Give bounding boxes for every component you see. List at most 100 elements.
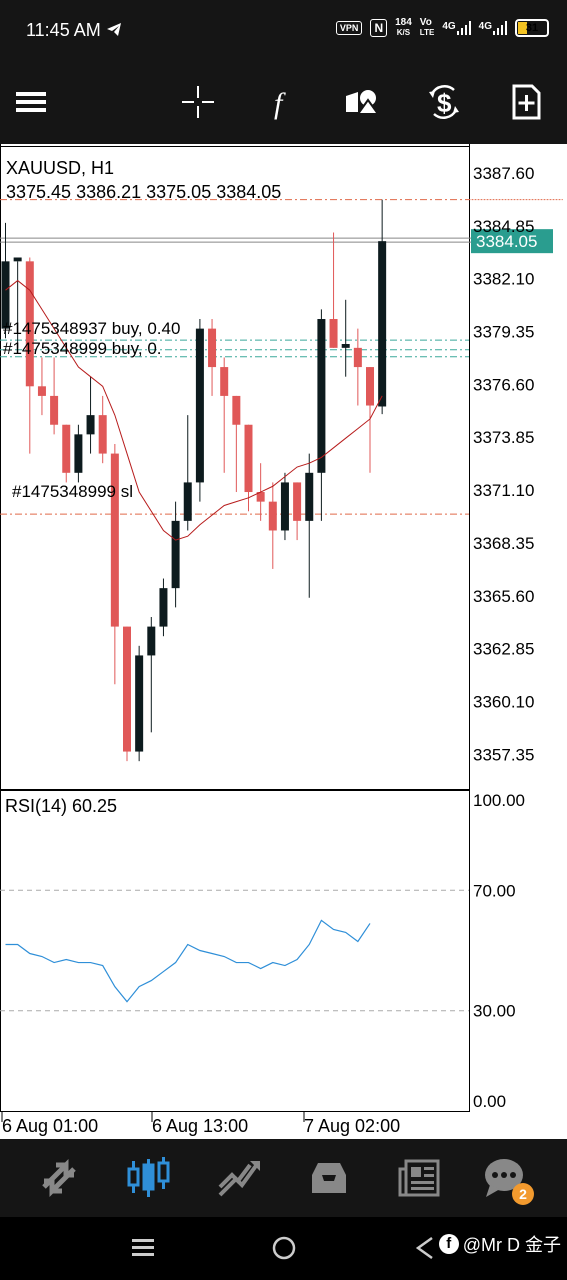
candle-bear xyxy=(37,386,46,396)
time-label: 6 Aug 13:00 xyxy=(152,1116,248,1136)
net-speed-unit: K/S xyxy=(396,28,411,37)
chart-canvas[interactable]: 3384.05 3387.60 3384.85 3382.10 3379.35 3376… xyxy=(0,144,567,1139)
candle-bear xyxy=(366,367,374,406)
chat-icon[interactable]: 2 xyxy=(482,1155,534,1205)
time-label: 6 Aug 01:00 xyxy=(2,1116,98,1136)
chart-area[interactable]: 3384.05 3387.60 3384.85 3382.10 3379.35 3376… xyxy=(0,144,567,1139)
candle-bear xyxy=(256,492,265,502)
price-tick-label: 3384.85 xyxy=(473,217,534,236)
battery-icon: 31 xyxy=(515,19,549,37)
candle-bull xyxy=(86,415,95,435)
net-speed-value: 184 xyxy=(395,17,412,28)
chart-toolbar: f $ xyxy=(0,62,567,144)
time-axis: 6 Aug 01:00 6 Aug 13:00 7 Aug 02:00 xyxy=(1,1112,400,1136)
current-price-label: 3384.05 xyxy=(476,232,537,251)
battery-fill xyxy=(518,22,527,34)
candle-bear xyxy=(25,261,34,387)
price-ticks: 3387.60 3384.85 3382.10 3379.35 3376.60 3373.… xyxy=(473,164,534,765)
price-tick-label: 3368.35 xyxy=(473,534,534,553)
candle-bear xyxy=(98,415,107,454)
current-price-box xyxy=(471,229,553,254)
home-icon[interactable] xyxy=(269,1233,299,1263)
facebook-icon: f xyxy=(438,1234,459,1254)
time-label: 7 Aug 02:00 xyxy=(304,1116,400,1136)
candle-bull xyxy=(195,328,204,483)
candle-bull xyxy=(317,319,326,473)
price-tick-label: 3360.10 xyxy=(473,693,534,712)
battery-percent: 31 xyxy=(525,22,539,34)
candle-bear xyxy=(110,453,119,627)
symbol-label: XAUUSD, H1 xyxy=(6,158,114,178)
signal-icon xyxy=(493,21,507,35)
price-tick-label: 3357.35 xyxy=(473,745,534,764)
candle-bull xyxy=(147,626,156,656)
candle-bear xyxy=(208,328,217,368)
rsi-levels xyxy=(0,889,469,1012)
add-document-icon[interactable] xyxy=(506,82,546,122)
price-tick-label: 3362.85 xyxy=(473,640,534,659)
net-speed: 184 K/S xyxy=(395,18,412,38)
candle-bull xyxy=(74,434,83,473)
rsi-ticks: 100.00 70.00 30.00 0.00 xyxy=(473,791,525,1111)
history-icon[interactable] xyxy=(306,1155,352,1201)
crosshair-icon[interactable] xyxy=(178,82,218,122)
system-nav-bar: f @Mr D 金子 xyxy=(0,1217,567,1280)
candle-bear xyxy=(353,347,362,368)
quotes-icon[interactable] xyxy=(36,1155,82,1201)
volte: Vo LTE xyxy=(420,18,435,38)
candle-bull xyxy=(280,482,289,531)
order-label-1[interactable]: #1475348937 buy, 0.40 xyxy=(3,319,180,338)
signal-2: 4G xyxy=(479,21,507,35)
function-f-icon[interactable]: f xyxy=(262,82,302,122)
price-tick-label: 3382.10 xyxy=(473,270,534,289)
watermark-text: @Mr D 金子 xyxy=(462,1235,561,1255)
candle-bear xyxy=(268,501,277,531)
back-icon[interactable] xyxy=(410,1233,440,1263)
candle-bear xyxy=(244,424,253,493)
rsi-tick-label: 30.00 xyxy=(473,1002,516,1021)
rsi-line xyxy=(5,919,371,1003)
volte-bottom: LTE xyxy=(419,28,435,37)
rsi-tick-label: 0.00 xyxy=(473,1092,506,1111)
price-tick-label: 3373.85 xyxy=(473,428,534,447)
shapes-icon[interactable] xyxy=(342,82,382,122)
price-tick-label: 3379.35 xyxy=(473,323,534,342)
candles xyxy=(1,199,387,762)
candle-bull xyxy=(305,472,314,521)
signal-1: 4G xyxy=(442,21,471,35)
status-icons: VPN N 184 K/S Vo LTE 4G 4G 31 xyxy=(335,18,549,38)
hamburger-menu-icon[interactable] xyxy=(12,82,52,122)
chat-badge: 2 xyxy=(512,1183,534,1205)
dollar-cycle-icon[interactable]: $ xyxy=(424,82,464,122)
signal-icon xyxy=(456,21,471,35)
stop-loss-label[interactable]: #1475348999 sl xyxy=(12,482,133,501)
rsi-tick-label: 70.00 xyxy=(473,881,516,900)
candle-bear xyxy=(329,319,338,348)
clock: 11:45 AM xyxy=(26,20,101,40)
price-tick-label: 3376.60 xyxy=(473,375,534,394)
rsi-tick-label: 100.00 xyxy=(473,791,525,810)
price-tick-label: 3371.10 xyxy=(473,481,534,500)
candle-bull xyxy=(159,588,168,627)
ohlc-label: 3375.45 3386.21 3375.05 3384.05 xyxy=(6,182,281,202)
recents-icon[interactable] xyxy=(128,1233,158,1263)
chart-candles-icon[interactable] xyxy=(126,1155,172,1201)
candle-bear xyxy=(293,482,302,521)
watermark: f @Mr D 金子 xyxy=(438,1231,561,1257)
volte-top: Vo xyxy=(419,17,432,28)
price-tick-label: 3365.60 xyxy=(473,587,534,606)
news-icon[interactable] xyxy=(396,1155,442,1201)
signal-2-label: 4G xyxy=(478,21,492,32)
candle-bull xyxy=(183,482,192,521)
status-bar: 11:45 AM VPN N 184 K/S Vo LTE 4G 4G xyxy=(0,0,567,62)
price-tick-label: 3387.60 xyxy=(473,164,534,183)
candle-bear xyxy=(50,395,59,425)
order-label-2[interactable]: #1475348999 buy, 0. xyxy=(3,339,162,358)
candle-bear xyxy=(123,626,131,752)
price-levels xyxy=(0,199,563,515)
trade-icon[interactable] xyxy=(216,1155,262,1201)
status-time: 11:45 AM xyxy=(26,20,122,41)
candle-bull xyxy=(13,257,22,262)
nfc-icon: N xyxy=(370,19,388,37)
